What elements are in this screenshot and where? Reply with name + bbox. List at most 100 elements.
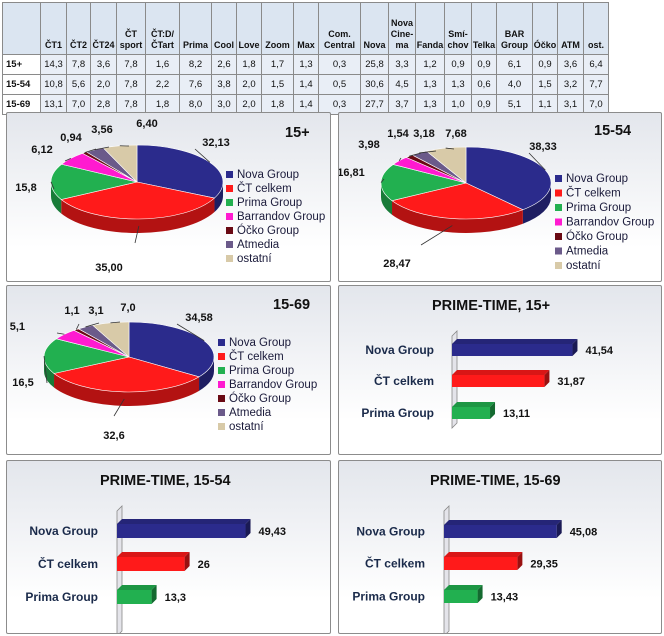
leader-line [398, 157, 402, 161]
bar-chart-prime-15plus: 41,54 Nova Group 31,87 ČT celkem 13,11 Prima … [361, 330, 614, 429]
table-cell: 1,0 [444, 94, 472, 115]
data-label: 7,0 [120, 302, 135, 314]
header-cell: ČT24 [90, 2, 117, 55]
bar-front-face [117, 590, 152, 604]
bar-front-face [444, 525, 557, 538]
bar-top-face [452, 402, 496, 407]
pie-labels: 32,13 35,00 15,8 6,12 0,94 3,56 6,40 [15, 118, 229, 274]
legend-swatch [218, 339, 225, 346]
data-label: 3,98 [358, 139, 379, 151]
table-cell: 1,4 [293, 74, 319, 95]
data-label: 26 [198, 559, 210, 571]
table-cell: 7,8 [66, 54, 91, 75]
chart-title: 15-69 [273, 297, 311, 313]
legend-label: Barrandov Group [566, 217, 654, 229]
pie-slice-side [522, 183, 551, 224]
table-cell: 7,8 [116, 54, 146, 75]
pie-slice [60, 181, 216, 220]
pie-panel-15-69: 34,58 32,6 16,5 5,1 1,1 3,1 7,0 Nova Group ČT ce… [6, 285, 331, 455]
header-cell: Óčko [532, 2, 558, 55]
header-cell: Prima [179, 2, 212, 55]
category-label: ČT celkem [365, 556, 425, 571]
data-label: 15,8 [15, 182, 36, 194]
pie-slice [50, 163, 138, 200]
chart-title: 15-54 [594, 123, 632, 139]
table-cell: 0,9 [471, 54, 497, 75]
header-cell: Fanda [415, 2, 445, 55]
data-label: 28,47 [383, 258, 411, 270]
table-cell: 0,3 [318, 94, 361, 115]
pie-slice-side [199, 357, 214, 391]
table-cell: 3,6 [90, 54, 117, 75]
bar-top-face [117, 519, 251, 524]
bar [444, 520, 562, 538]
data-label: 16,81 [339, 167, 365, 179]
category-label: ČT celkem [38, 556, 98, 571]
legend-swatch [218, 381, 225, 388]
bar [117, 552, 190, 571]
header-cell: Cool [211, 2, 237, 55]
bar-top-face [444, 552, 523, 557]
category-label: ČT celkem [374, 373, 434, 388]
header-cell: Love [236, 2, 262, 55]
legend-swatch [226, 227, 233, 234]
table-cell: 1,5 [261, 74, 294, 95]
table-cell: 30,6 [360, 74, 389, 95]
table-cell: 3,1 [557, 94, 584, 115]
bar-side-face [245, 519, 251, 538]
leader-line [420, 225, 453, 246]
table-cell: 3,6 [557, 54, 584, 75]
category-label: Prima Group [361, 406, 434, 420]
category-label: Nova Group [356, 525, 425, 539]
table-cell: 25,8 [360, 54, 389, 75]
table-cell: 2,0 [236, 74, 262, 95]
legend-label: Óčko Group [229, 392, 291, 405]
legend-swatch [555, 189, 562, 197]
bar-panel-prime-15plus: 41,54 Nova Group 31,87 ČT celkem 13,11 Prima … [338, 285, 662, 455]
header-cell: ČT sport [116, 2, 146, 55]
pie-slice-side [381, 183, 393, 215]
bar [117, 585, 157, 604]
header-cell: BAR Group [496, 2, 533, 55]
leader-line [56, 332, 65, 335]
bar-side-face [151, 585, 157, 604]
category-label: Nova Group [29, 524, 98, 538]
bar-side-face [544, 370, 550, 387]
table-cell: 1,1 [532, 94, 558, 115]
leader-line [380, 178, 385, 183]
pie-chart-15-54: 38,33 28,47 16,81 3,98 1,54 3,18 7,68 Nova Grou… [339, 128, 654, 272]
table-cell: 4,0 [496, 74, 533, 95]
pie-slice [425, 146, 467, 184]
table-cell: 7,7 [583, 74, 609, 95]
legend-swatch [555, 218, 562, 226]
legend-label: Prima Group [237, 197, 302, 209]
pie-labels: 38,33 28,47 16,81 3,98 1,54 3,18 7,68 [339, 128, 557, 270]
pie-side [51, 182, 223, 233]
category-label: Prima Group [352, 590, 425, 604]
row-label: 15-54 [2, 74, 41, 95]
bar-front-face [117, 524, 246, 538]
legend-swatch [226, 255, 233, 262]
table-cell: 13,1 [40, 94, 67, 115]
header-cell: Com. Central [318, 2, 361, 55]
table-cell: 1,2 [415, 54, 445, 75]
category-label: Nova Group [365, 343, 434, 357]
row-label: 15-69 [2, 94, 41, 115]
leader-line [445, 147, 455, 150]
table-cell: 2,0 [90, 74, 117, 95]
data-label: 7,68 [445, 128, 466, 140]
legend-swatch [218, 395, 225, 402]
pie-slice-side [61, 198, 215, 233]
bar-front-face [452, 375, 545, 387]
header-cell: Nova Cine- ma [388, 2, 416, 55]
data-label: 29,35 [530, 559, 558, 571]
pie-slice-side [214, 182, 223, 213]
header-cell: Smí- chov [444, 2, 472, 55]
pie-side [44, 357, 214, 406]
table-cell: 1,3 [444, 74, 472, 95]
table-cell: 0,9 [471, 94, 497, 115]
pie-slice-side [54, 373, 200, 406]
legend-swatch [555, 262, 562, 269]
table-cell: 1,8 [145, 94, 180, 115]
